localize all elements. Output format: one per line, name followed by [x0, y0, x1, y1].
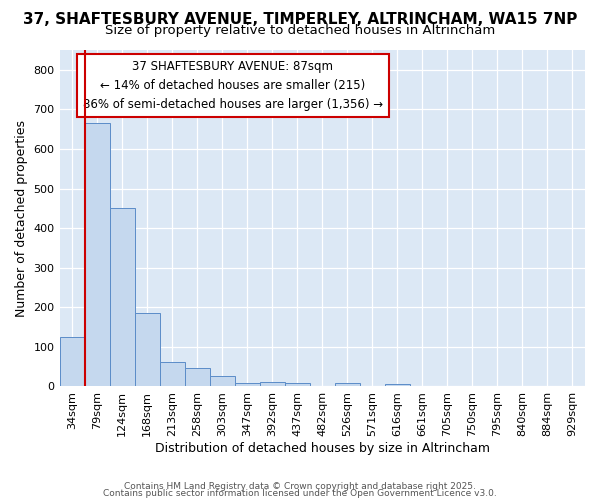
Text: 37, SHAFTESBURY AVENUE, TIMPERLEY, ALTRINCHAM, WA15 7NP: 37, SHAFTESBURY AVENUE, TIMPERLEY, ALTRI…	[23, 12, 577, 28]
Text: Contains public sector information licensed under the Open Government Licence v3: Contains public sector information licen…	[103, 488, 497, 498]
Text: 37 SHAFTESBURY AVENUE: 87sqm
← 14% of detached houses are smaller (215)
86% of s: 37 SHAFTESBURY AVENUE: 87sqm ← 14% of de…	[83, 60, 383, 111]
Bar	[110, 208, 134, 386]
Bar	[335, 384, 360, 386]
Bar	[385, 384, 410, 386]
X-axis label: Distribution of detached houses by size in Altrincham: Distribution of detached houses by size …	[155, 442, 490, 455]
Bar	[185, 368, 209, 386]
Y-axis label: Number of detached properties: Number of detached properties	[15, 120, 28, 316]
Bar	[235, 382, 260, 386]
Bar	[85, 123, 110, 386]
Bar	[285, 384, 310, 386]
Bar	[160, 362, 185, 386]
Bar	[134, 313, 160, 386]
Bar	[209, 376, 235, 386]
Bar	[260, 382, 285, 386]
Text: Size of property relative to detached houses in Altrincham: Size of property relative to detached ho…	[105, 24, 495, 37]
Text: Contains HM Land Registry data © Crown copyright and database right 2025.: Contains HM Land Registry data © Crown c…	[124, 482, 476, 491]
Bar	[59, 337, 85, 386]
